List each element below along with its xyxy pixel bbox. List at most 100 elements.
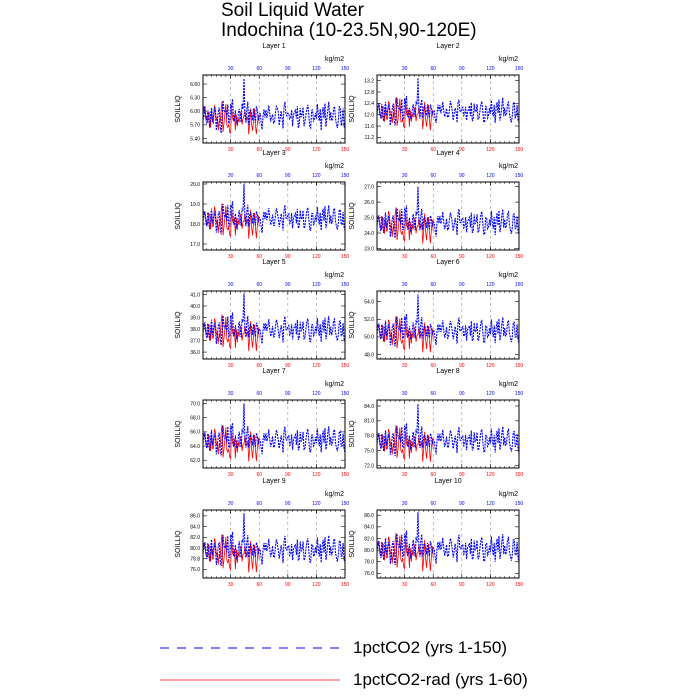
y-tick-label: 76.0 (190, 567, 200, 573)
x-tick-label-top: 150 (341, 66, 350, 72)
x-tick-label-bottom: 30 (228, 472, 234, 478)
series-line-1pctco2 (377, 77, 519, 126)
x-tick-label-bottom: 60 (430, 254, 436, 260)
x-tick-label-bottom: 90 (285, 472, 291, 478)
x-tick-label-top: 120 (486, 173, 495, 179)
x-tick-label-top: 60 (256, 501, 262, 507)
panel-title: Layer 7 (262, 368, 285, 375)
units-label: kg/m2 (325, 491, 344, 498)
y-tick-label: 81.0 (364, 419, 374, 425)
x-tick-label-bottom: 120 (312, 582, 321, 588)
x-tick-label-bottom: 150 (341, 472, 350, 478)
x-tick-label-bottom: 60 (430, 472, 436, 478)
y-tick-label: 76.0 (364, 571, 374, 577)
y-tick-label: 6.00 (190, 109, 200, 115)
y-tick-label: 80.0 (364, 548, 374, 554)
x-tick-label-top: 150 (341, 391, 350, 397)
x-tick-label-top: 90 (285, 173, 291, 179)
x-tick-label-top: 150 (341, 173, 350, 179)
panel-7: Layer 7 kg/m2 SOILLIQ 30 60 90 120 150 30 60 90 120… (175, 368, 349, 478)
series-line-1pctco2 (377, 186, 519, 239)
panel-2: Layer 2 kg/m2 SOILLIQ 30 60 90 120 150 30 60 90 120… (349, 43, 523, 153)
x-tick-label-bottom: 150 (515, 363, 524, 369)
x-tick-label-top: 30 (402, 173, 408, 179)
y-tick-label: 78.0 (364, 560, 374, 566)
panel-frame (202, 399, 346, 469)
series-line-1pctco2 (377, 512, 519, 566)
x-tick-label-top: 60 (430, 173, 436, 179)
x-tick-label-top: 30 (228, 282, 234, 288)
y-axis-label: SOILLIQ (349, 311, 356, 339)
x-tick-label-top: 150 (515, 391, 524, 397)
x-tick-label-top: 150 (515, 66, 524, 72)
y-axis-label: SOILLIQ (175, 95, 182, 123)
y-tick-label: 12.8 (364, 90, 374, 96)
y-tick-label: 52.0 (364, 317, 374, 323)
panel-frame (376, 290, 520, 360)
y-tick-label: 84.0 (364, 404, 374, 410)
x-tick-label-top: 60 (256, 66, 262, 72)
x-tick-label-top: 90 (285, 391, 291, 397)
x-tick-label-bottom: 30 (228, 363, 234, 369)
units-label: kg/m2 (325, 56, 344, 63)
x-tick-label-bottom: 120 (312, 147, 321, 153)
x-tick-label-top: 90 (459, 173, 465, 179)
series-line-1pctco2-rad (377, 315, 434, 353)
y-tick-label: 62.0 (190, 458, 200, 464)
x-tick-label-top: 120 (486, 501, 495, 507)
x-tick-label-top: 90 (459, 501, 465, 507)
x-tick-label-bottom: 90 (285, 582, 291, 588)
legend: 1pctCO2 (yrs 1-150) 1pctCO2-rad (yrs 1-6… (160, 636, 620, 696)
panel-frame (376, 509, 520, 579)
series-line-1pctco2-rad (377, 97, 434, 131)
panel-frame (376, 399, 520, 469)
x-tick-label-top: 120 (312, 391, 321, 397)
x-tick-label-bottom: 60 (430, 363, 436, 369)
x-tick-label-top: 30 (228, 173, 234, 179)
x-tick-label-bottom: 60 (256, 363, 262, 369)
units-label: kg/m2 (499, 56, 518, 63)
y-tick-label: 82.0 (364, 536, 374, 542)
x-tick-label-top: 150 (515, 501, 524, 507)
x-tick-label-bottom: 30 (402, 363, 408, 369)
legend-label-1pctco2-rad: 1pctCO2-rad (yrs 1-60) (353, 670, 528, 689)
series-line-1pctco2 (203, 293, 345, 346)
y-tick-label: 75.0 (364, 448, 374, 454)
chart-title: Soil Liquid Water Indochina (10-23.5N,90… (221, 1, 477, 41)
series-line-1pctco2 (377, 403, 519, 456)
x-tick-label-top: 60 (256, 282, 262, 288)
x-tick-label-bottom: 150 (341, 254, 350, 260)
x-tick-label-bottom: 30 (402, 147, 408, 153)
x-tick-label-bottom: 120 (486, 363, 495, 369)
x-tick-label-top: 90 (459, 391, 465, 397)
units-label: kg/m2 (325, 272, 344, 279)
series-line-1pctco2-rad (377, 425, 434, 462)
y-tick-label: 70.0 (190, 401, 200, 407)
units-label: kg/m2 (325, 163, 344, 170)
x-tick-label-bottom: 90 (285, 254, 291, 260)
x-tick-label-bottom: 120 (486, 472, 495, 478)
y-tick-label: 36.0 (190, 350, 200, 356)
x-tick-label-bottom: 30 (228, 147, 234, 153)
y-tick-label: 13.2 (364, 78, 374, 84)
panel-frame (202, 181, 346, 251)
x-tick-label-top: 30 (402, 282, 408, 288)
x-tick-label-top: 150 (515, 282, 524, 288)
panel-grid: Layer 1 kg/m2 SOILLIQ 30 60 90 120 150 30 60 90 120… (175, 43, 524, 588)
x-tick-label-bottom: 30 (228, 582, 234, 588)
x-tick-label-bottom: 30 (402, 582, 408, 588)
y-tick-label: 20.0 (190, 182, 200, 188)
y-tick-label: 6.60 (190, 82, 200, 88)
legend-swatch-1pctco2-rad (160, 679, 340, 681)
x-tick-label-top: 90 (285, 501, 291, 507)
panel-title: Layer 8 (436, 368, 459, 375)
y-axis-label: SOILLIQ (175, 202, 182, 230)
x-tick-label-top: 120 (312, 501, 321, 507)
panel-3: Layer 3 kg/m2 SOILLIQ 30 60 90 120 150 30 60 90 120… (175, 150, 349, 260)
series-line-1pctco2 (203, 403, 345, 456)
series-line-1pctco2-rad (203, 314, 260, 352)
series-line-1pctco2-rad (377, 207, 434, 244)
x-tick-label-top: 30 (228, 66, 234, 72)
x-tick-label-top: 60 (430, 501, 436, 507)
x-tick-label-bottom: 120 (486, 582, 495, 588)
